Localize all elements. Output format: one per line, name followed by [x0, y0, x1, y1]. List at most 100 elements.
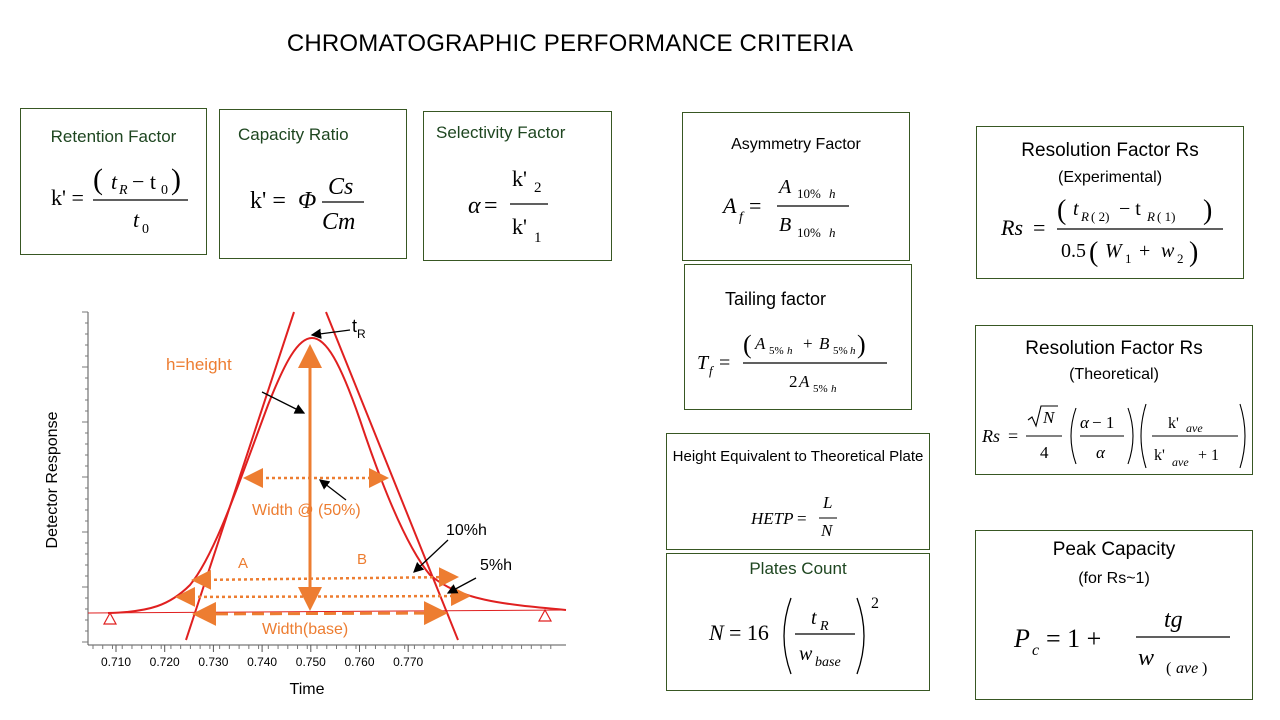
- svg-text:N: N: [708, 620, 725, 645]
- svg-text:=: =: [749, 193, 761, 218]
- resolution-experimental-formula: Rs = ( t R ( 2) − t R ( 1) ) 0.5 ( W 1 +…: [1000, 195, 1223, 268]
- ten-h-pointer: [413, 539, 449, 573]
- svg-text:t: t: [811, 607, 817, 629]
- svg-text:(: (: [1166, 660, 1171, 677]
- tr-label: tR: [352, 316, 366, 341]
- ten-h-label: 10%h: [446, 522, 487, 539]
- five-h-pointer: [446, 577, 477, 594]
- svg-text:2: 2: [789, 372, 798, 391]
- svg-text:B: B: [819, 334, 830, 353]
- svg-text:B: B: [779, 214, 791, 236]
- svg-text:ave: ave: [1176, 660, 1198, 677]
- svg-text:=: =: [797, 509, 807, 528]
- svg-text:=: =: [1008, 426, 1018, 446]
- svg-text:5%: 5%: [833, 345, 848, 357]
- svg-text:t: t: [133, 207, 140, 232]
- plates-count-title: Plates Count: [749, 559, 847, 578]
- svg-text:Rs: Rs: [981, 426, 1000, 446]
- svg-text:ave: ave: [1172, 455, 1189, 469]
- svg-text:T: T: [697, 352, 710, 374]
- b-label: B: [357, 551, 367, 568]
- svg-text:(: (: [1057, 195, 1066, 226]
- width50-pointer: [318, 479, 347, 501]
- resolution-experimental-box: Resolution Factor Rs (Experimental) Rs =…: [976, 126, 1244, 279]
- svg-text:): ): [1189, 237, 1198, 268]
- svg-text:5%: 5%: [769, 345, 784, 357]
- svg-text:Rs: Rs: [1000, 215, 1023, 240]
- svg-text:N: N: [820, 521, 834, 540]
- chromatogram-diagram: 0.710 0.720 0.730 0.740 0.750 0.760 0.770 Dete…: [44, 311, 567, 698]
- svg-text:h: h: [787, 345, 793, 357]
- svg-text:k': k': [512, 214, 527, 239]
- svg-text:w: w: [799, 643, 813, 665]
- x-axis-ticks: 0.710 0.720 0.730 0.740 0.750 0.760 0.770: [92, 645, 552, 669]
- svg-text:(: (: [1089, 237, 1098, 268]
- svg-text:base: base: [815, 655, 841, 670]
- resolution-experimental-title: Resolution Factor Rs: [1021, 140, 1199, 161]
- svg-text:=: =: [1033, 215, 1045, 240]
- capacity-ratio-formula: k' = Φ Cs Cm: [250, 174, 364, 235]
- resolution-theoretical-formula: Rs = N 4 α − 1 α k' ave k' ave + 1: [981, 403, 1246, 469]
- svg-text:c: c: [1032, 642, 1039, 659]
- svg-text:α: α: [468, 193, 481, 219]
- plates-count-box: Plates Count N = 16 t R w base 2: [666, 553, 930, 691]
- svg-text:= 16: = 16: [729, 620, 769, 645]
- tr-pointer: [310, 328, 351, 339]
- svg-text:α: α: [1096, 443, 1106, 462]
- ten-percent-width-arrow: [191, 567, 459, 590]
- x-tick-label: 0.740: [247, 655, 277, 669]
- svg-text:HETP: HETP: [750, 509, 794, 528]
- svg-text:0.5: 0.5: [1061, 240, 1086, 262]
- svg-text:t: t: [1073, 198, 1079, 220]
- base-width-arrow: [192, 601, 448, 626]
- svg-text:(: (: [743, 330, 752, 359]
- svg-text:+: +: [1139, 240, 1150, 262]
- svg-text:k': k': [1154, 447, 1165, 464]
- plates-count-formula: N = 16 t R w base 2: [708, 595, 879, 675]
- svg-text:f: f: [709, 363, 715, 378]
- retention-factor-formula: k' = ( t R − t 0 ) t 0: [51, 163, 188, 237]
- tailing-factor-box: Tailing factor T f = ( A 5% h + B 5% h )…: [684, 264, 912, 410]
- svg-text:): ): [1203, 195, 1212, 226]
- svg-text:=: =: [484, 193, 498, 219]
- tailing-factor-formula: T f = ( A 5% h + B 5% h ) 2 A 5% h: [697, 330, 887, 395]
- peak-capacity-title: Peak Capacity: [1052, 539, 1176, 560]
- peak-capacity-box: Peak Capacity (for Rs~1) P c = 1 + tg w …: [975, 530, 1253, 700]
- svg-text:h: h: [850, 345, 856, 357]
- x-tick-label: 0.710: [101, 655, 131, 669]
- height-label: h=height: [166, 355, 232, 374]
- y-axis-label: Detector Response: [44, 411, 61, 548]
- svg-text:Cs: Cs: [328, 174, 353, 200]
- five-percent-width-arrow: [175, 586, 471, 607]
- y-axis-ticks: [82, 311, 88, 643]
- retention-factor-box: Retention Factor k' = ( t R − t 0 ) t 0: [20, 108, 207, 255]
- svg-text:R: R: [1080, 209, 1089, 224]
- svg-text:h: h: [831, 383, 837, 395]
- svg-text:(: (: [93, 163, 103, 196]
- svg-text:+ 1: + 1: [1198, 447, 1219, 464]
- five-h-label: 5%h: [480, 557, 512, 574]
- svg-text:k': k': [1168, 415, 1179, 432]
- svg-text:2: 2: [871, 595, 879, 612]
- svg-text:0: 0: [161, 183, 168, 198]
- svg-text:R: R: [118, 183, 128, 198]
- svg-text:w: w: [1138, 645, 1154, 671]
- svg-text:ave: ave: [1186, 421, 1203, 435]
- svg-text:0: 0: [142, 222, 149, 237]
- start-marker-icon: [102, 611, 118, 625]
- resolution-theoretical-box: Resolution Factor Rs (Theoretical) Rs = …: [975, 325, 1253, 475]
- svg-text:w: w: [1161, 240, 1175, 262]
- tailing-factor-title: Tailing factor: [725, 289, 827, 309]
- selectivity-factor-title: Selectivity Factor: [436, 123, 566, 142]
- svg-text:+: +: [803, 334, 813, 353]
- svg-text:): ): [1202, 660, 1207, 677]
- retention-factor-title: Retention Factor: [50, 127, 177, 146]
- resolution-experimental-subtitle: (Experimental): [1057, 169, 1163, 186]
- x-tick-label: 0.720: [150, 655, 180, 669]
- svg-text:t: t: [111, 169, 118, 194]
- svg-text:L: L: [822, 493, 832, 512]
- width50-label: Width @ (50%): [252, 502, 361, 519]
- svg-text:=: =: [719, 352, 730, 374]
- a-label: A: [238, 555, 248, 572]
- svg-text:( 1): ( 1): [1157, 209, 1175, 224]
